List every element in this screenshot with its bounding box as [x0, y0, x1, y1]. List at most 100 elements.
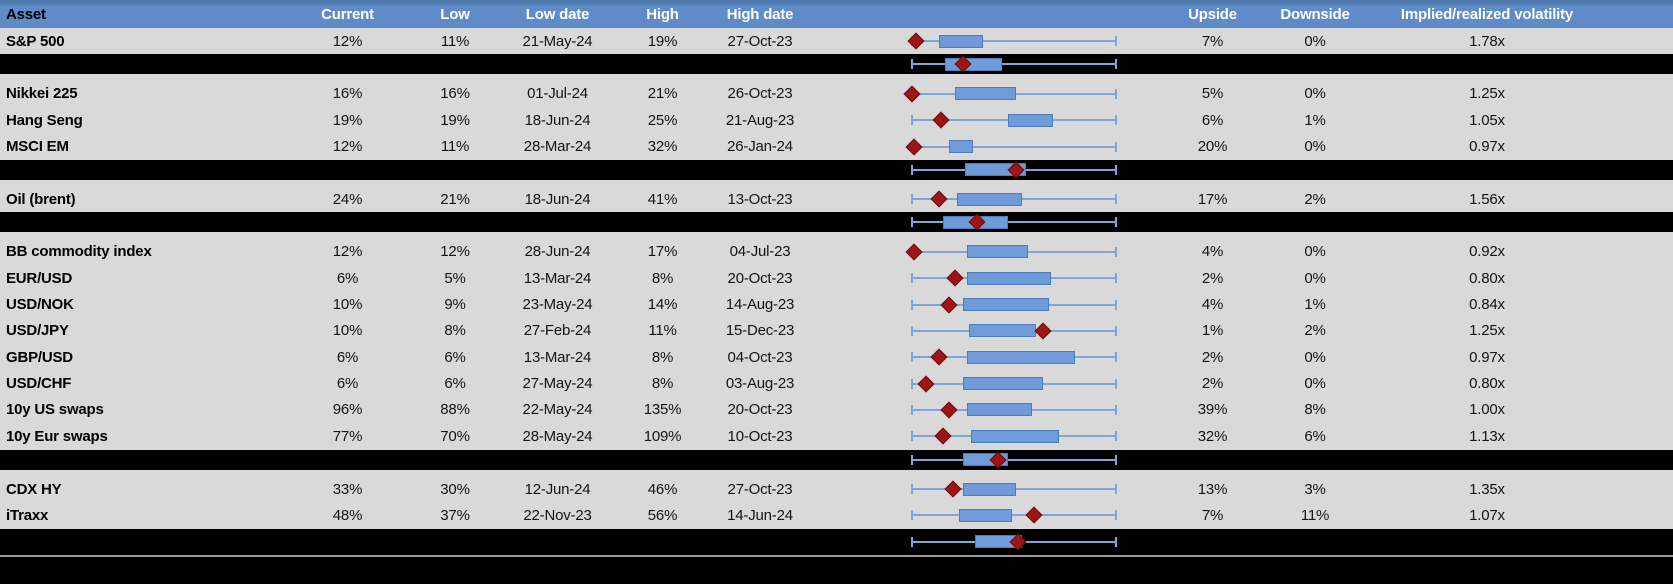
cell-high-date: 20-Oct-23: [727, 269, 793, 287]
range-boxplot: [911, 423, 1117, 449]
range-boxplot: [911, 265, 1117, 291]
column-header-downside: Downside: [1280, 5, 1350, 23]
cell-high: 17%: [647, 243, 678, 261]
summary-black-band: [0, 159, 1673, 180]
cell-downside: 0%: [1304, 32, 1326, 50]
cell-asset: BB commodity index: [6, 243, 152, 261]
cell-current: 33%: [332, 480, 363, 498]
cell-range-boxplot: [815, 81, 1160, 107]
cell-high-date: 04-Oct-23: [727, 348, 793, 366]
whisker-cap-right-icon: [1115, 454, 1117, 465]
cell-upside: 17%: [1197, 190, 1228, 208]
cell-high: 14%: [647, 296, 678, 314]
table-row: Oil (brent) 24% 21% 18-Jun-24 41% 13-Oct…: [0, 186, 1673, 213]
cell-low: 12%: [440, 243, 470, 261]
cell-range-boxplot: [815, 502, 1160, 528]
table-row: EUR/USD 6% 5% 13-Mar-24 8% 20-Oct-23 2% …: [0, 265, 1673, 292]
cell-downside: 8%: [1304, 401, 1326, 419]
whisker-cap-right-icon: [1115, 378, 1117, 389]
cell-high: 135%: [643, 401, 682, 419]
table-row: GBP/USD 6% 6% 13-Mar-24 8% 04-Oct-23 2% …: [0, 344, 1673, 371]
whisker-line: [912, 221, 1116, 224]
table-header: Asset Current Low Low date High High dat…: [0, 0, 1673, 28]
cell-upside: 20%: [1197, 138, 1228, 156]
range-box: [948, 140, 974, 154]
cell-range-boxplot: [815, 370, 1160, 396]
cell-high-date: 14-Jun-24: [727, 506, 793, 524]
cell-high: 21%: [647, 85, 678, 103]
current-level-diamond-icon: [944, 480, 962, 498]
cell-asset: USD/NOK: [6, 296, 74, 314]
range-box: [967, 350, 1076, 364]
cell-asset: EUR/USD: [6, 269, 73, 287]
cell-range-boxplot: [815, 476, 1160, 502]
whisker-cap-left-icon: [911, 510, 913, 521]
cell-high: 109%: [643, 427, 682, 445]
whisker-cap-left-icon: [911, 431, 913, 442]
whisker-cap-left-icon: [911, 115, 913, 126]
whisker-line: [912, 458, 1116, 461]
whisker-cap-left-icon: [911, 194, 913, 205]
whisker-line: [912, 514, 1116, 517]
cell-current: 19%: [332, 111, 363, 129]
cell-low-date: 18-Jun-24: [524, 111, 591, 129]
cell-implied-realized: 1.00x: [1469, 401, 1505, 419]
table-row: 10y US swaps 96% 88% 22-May-24 135% 20-O…: [0, 396, 1673, 424]
cell-low: 6%: [444, 375, 466, 393]
summary-black-band: [0, 212, 1673, 233]
cell-implied-realized: 1.78x: [1469, 32, 1505, 50]
cell-implied-realized: 0.97x: [1469, 348, 1505, 366]
group-summary-row: [0, 212, 1673, 239]
whisker-cap-right-icon: [1115, 88, 1117, 99]
cell-low-date: 12-Jun-24: [524, 480, 591, 498]
cell-implied-realized: 1.05x: [1469, 111, 1505, 129]
whisker-cap-left-icon: [911, 454, 913, 465]
range-boxplot: [911, 397, 1117, 423]
whisker-cap-left-icon: [911, 273, 913, 284]
whisker-cap-left-icon: [911, 59, 913, 70]
cell-low-date: 21-May-24: [522, 32, 593, 50]
whisker-cap-right-icon: [1115, 536, 1117, 547]
whisker-line: [912, 145, 1116, 148]
whisker-cap-right-icon: [1115, 141, 1117, 152]
cell-implied-realized: 0.80x: [1469, 269, 1505, 287]
column-header-high: High: [646, 5, 679, 23]
cell-upside: 39%: [1197, 401, 1228, 419]
cell-high: 8%: [651, 269, 674, 287]
cell-asset: iTraxx: [6, 506, 49, 524]
cell-high: 11%: [648, 322, 677, 340]
cell-low-date: 22-May-24: [522, 401, 593, 419]
cell-downside: 0%: [1304, 348, 1326, 366]
cell-upside: 6%: [1201, 111, 1224, 129]
whisker-cap-left-icon: [911, 299, 913, 310]
cell-current: 12%: [332, 32, 363, 50]
cell-downside: 0%: [1304, 138, 1326, 156]
cell-current: 96%: [332, 401, 363, 419]
range-boxplot: [911, 450, 1117, 470]
cell-current: 77%: [332, 427, 363, 445]
current-level-diamond-icon: [934, 427, 952, 445]
range-box: [956, 192, 1023, 206]
whisker-cap-right-icon: [1115, 36, 1117, 47]
range-boxplot: [911, 476, 1117, 502]
cell-upside: 1%: [1201, 322, 1224, 340]
current-level-diamond-icon: [930, 348, 948, 366]
range-box: [967, 403, 1033, 417]
range-box: [963, 298, 1049, 312]
whisker-cap-right-icon: [1115, 484, 1117, 495]
table-row: Hang Seng 19% 19% 18-Jun-24 25% 21-Aug-2…: [0, 107, 1673, 134]
range-box: [971, 429, 1059, 443]
cell-high-date: 13-Oct-23: [727, 190, 793, 208]
cell-asset: Nikkei 225: [6, 85, 78, 103]
range-boxplot: [911, 160, 1117, 180]
current-level-diamond-icon: [905, 138, 923, 156]
cell-low-date: 13-Mar-24: [523, 269, 592, 287]
cell-asset: Hang Seng: [6, 111, 83, 129]
whisker-cap-left-icon: [911, 404, 913, 415]
whisker-cap-right-icon: [1115, 431, 1117, 442]
cell-low: 37%: [440, 506, 470, 524]
cell-high-date: 20-Oct-23: [727, 401, 793, 419]
cell-low: 16%: [440, 85, 470, 103]
table-row: MSCI EM 12% 11% 28-Mar-24 32% 26-Jan-24 …: [0, 133, 1673, 160]
